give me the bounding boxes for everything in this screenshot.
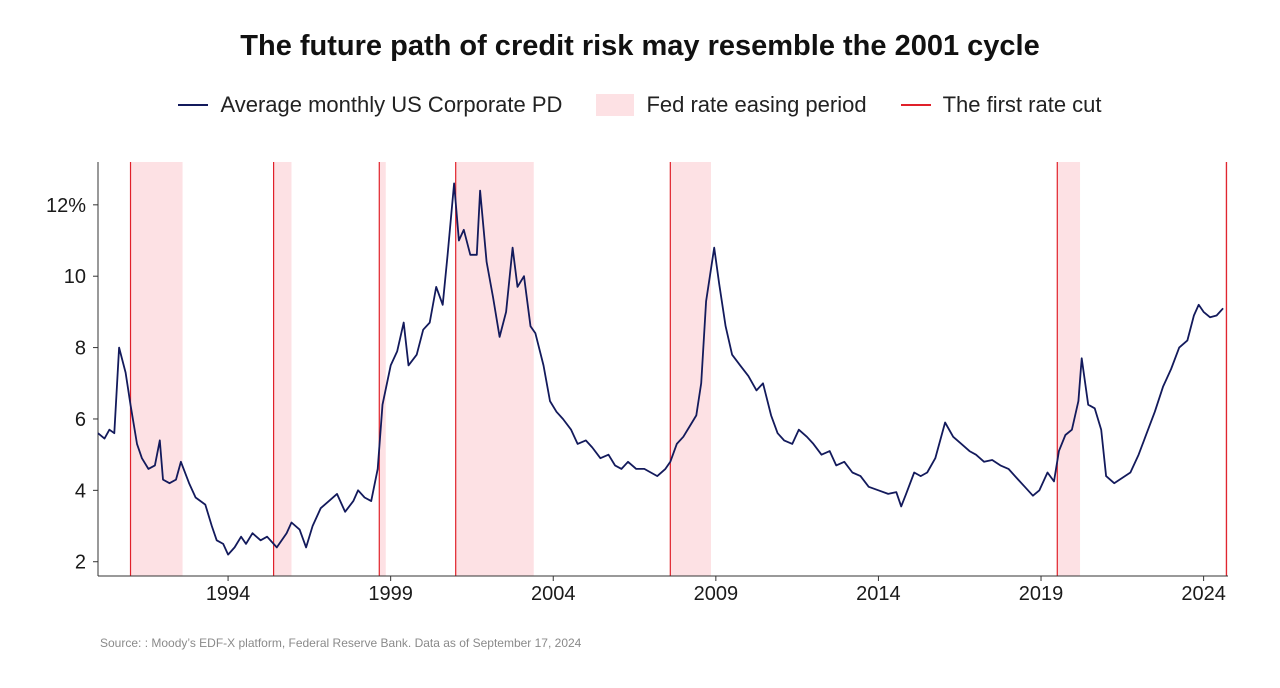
easing-period-2 (379, 162, 386, 576)
easing-period-0 (130, 162, 183, 576)
source-note: Source: : Moody’s EDF-X platform, Federa… (100, 636, 582, 650)
easing-period-4 (670, 162, 711, 576)
tick-labels: 2 4 6 8 10 12% 1994 1999 2004 2009 2014 2019 2024 (46, 195, 1226, 605)
axes (97, 162, 1228, 577)
x-tick-label-5: 2019 (1019, 583, 1064, 605)
x-tick-label-0: 1994 (206, 583, 251, 605)
legend-label-pd: Average monthly US Corporate PD (220, 92, 563, 117)
series-line-pd (97, 182, 1224, 556)
x-tick-label-6: 2024 (1181, 583, 1226, 605)
x-tick-label-2: 2004 (531, 583, 576, 605)
legend-item-rate-cut: The first rate cut (900, 92, 1102, 118)
easing-periods (130, 162, 1228, 576)
legend-item-pd: Average monthly US Corporate PD (178, 92, 562, 118)
chart-legend: Average monthly US Corporate PD Fed rate… (0, 92, 1280, 118)
x-tick-label-3: 2009 (694, 583, 739, 605)
chart-title: The future path of credit risk may resem… (240, 30, 1040, 62)
y-tick-label-4: 10 (64, 266, 86, 288)
easing-period-5 (1057, 162, 1081, 576)
legend-item-easing: Fed rate easing period (596, 92, 867, 118)
easing-period-1 (273, 162, 292, 576)
easing-period-3 (455, 162, 534, 576)
y-tick-label-2: 6 (75, 409, 86, 431)
legend-swatch-easing (596, 94, 635, 116)
legend-swatch-rate-cut (900, 104, 931, 106)
legend-label-rate-cut: The first rate cut (942, 92, 1102, 117)
x-tick-label-4: 2014 (856, 583, 901, 605)
easing-period-6 (1226, 162, 1228, 576)
y-tick-label-1: 4 (75, 480, 86, 502)
y-tick-label-5: 12% (46, 195, 86, 217)
series-layer (97, 182, 1224, 556)
legend-swatch-pd (178, 104, 209, 106)
y-tick-label-3: 8 (75, 338, 86, 360)
x-tick-label-1: 1999 (368, 583, 413, 605)
rate-cut-lines (129, 162, 1227, 576)
y-tick-label-0: 2 (75, 552, 86, 574)
legend-label-easing: Fed rate easing period (646, 92, 867, 117)
